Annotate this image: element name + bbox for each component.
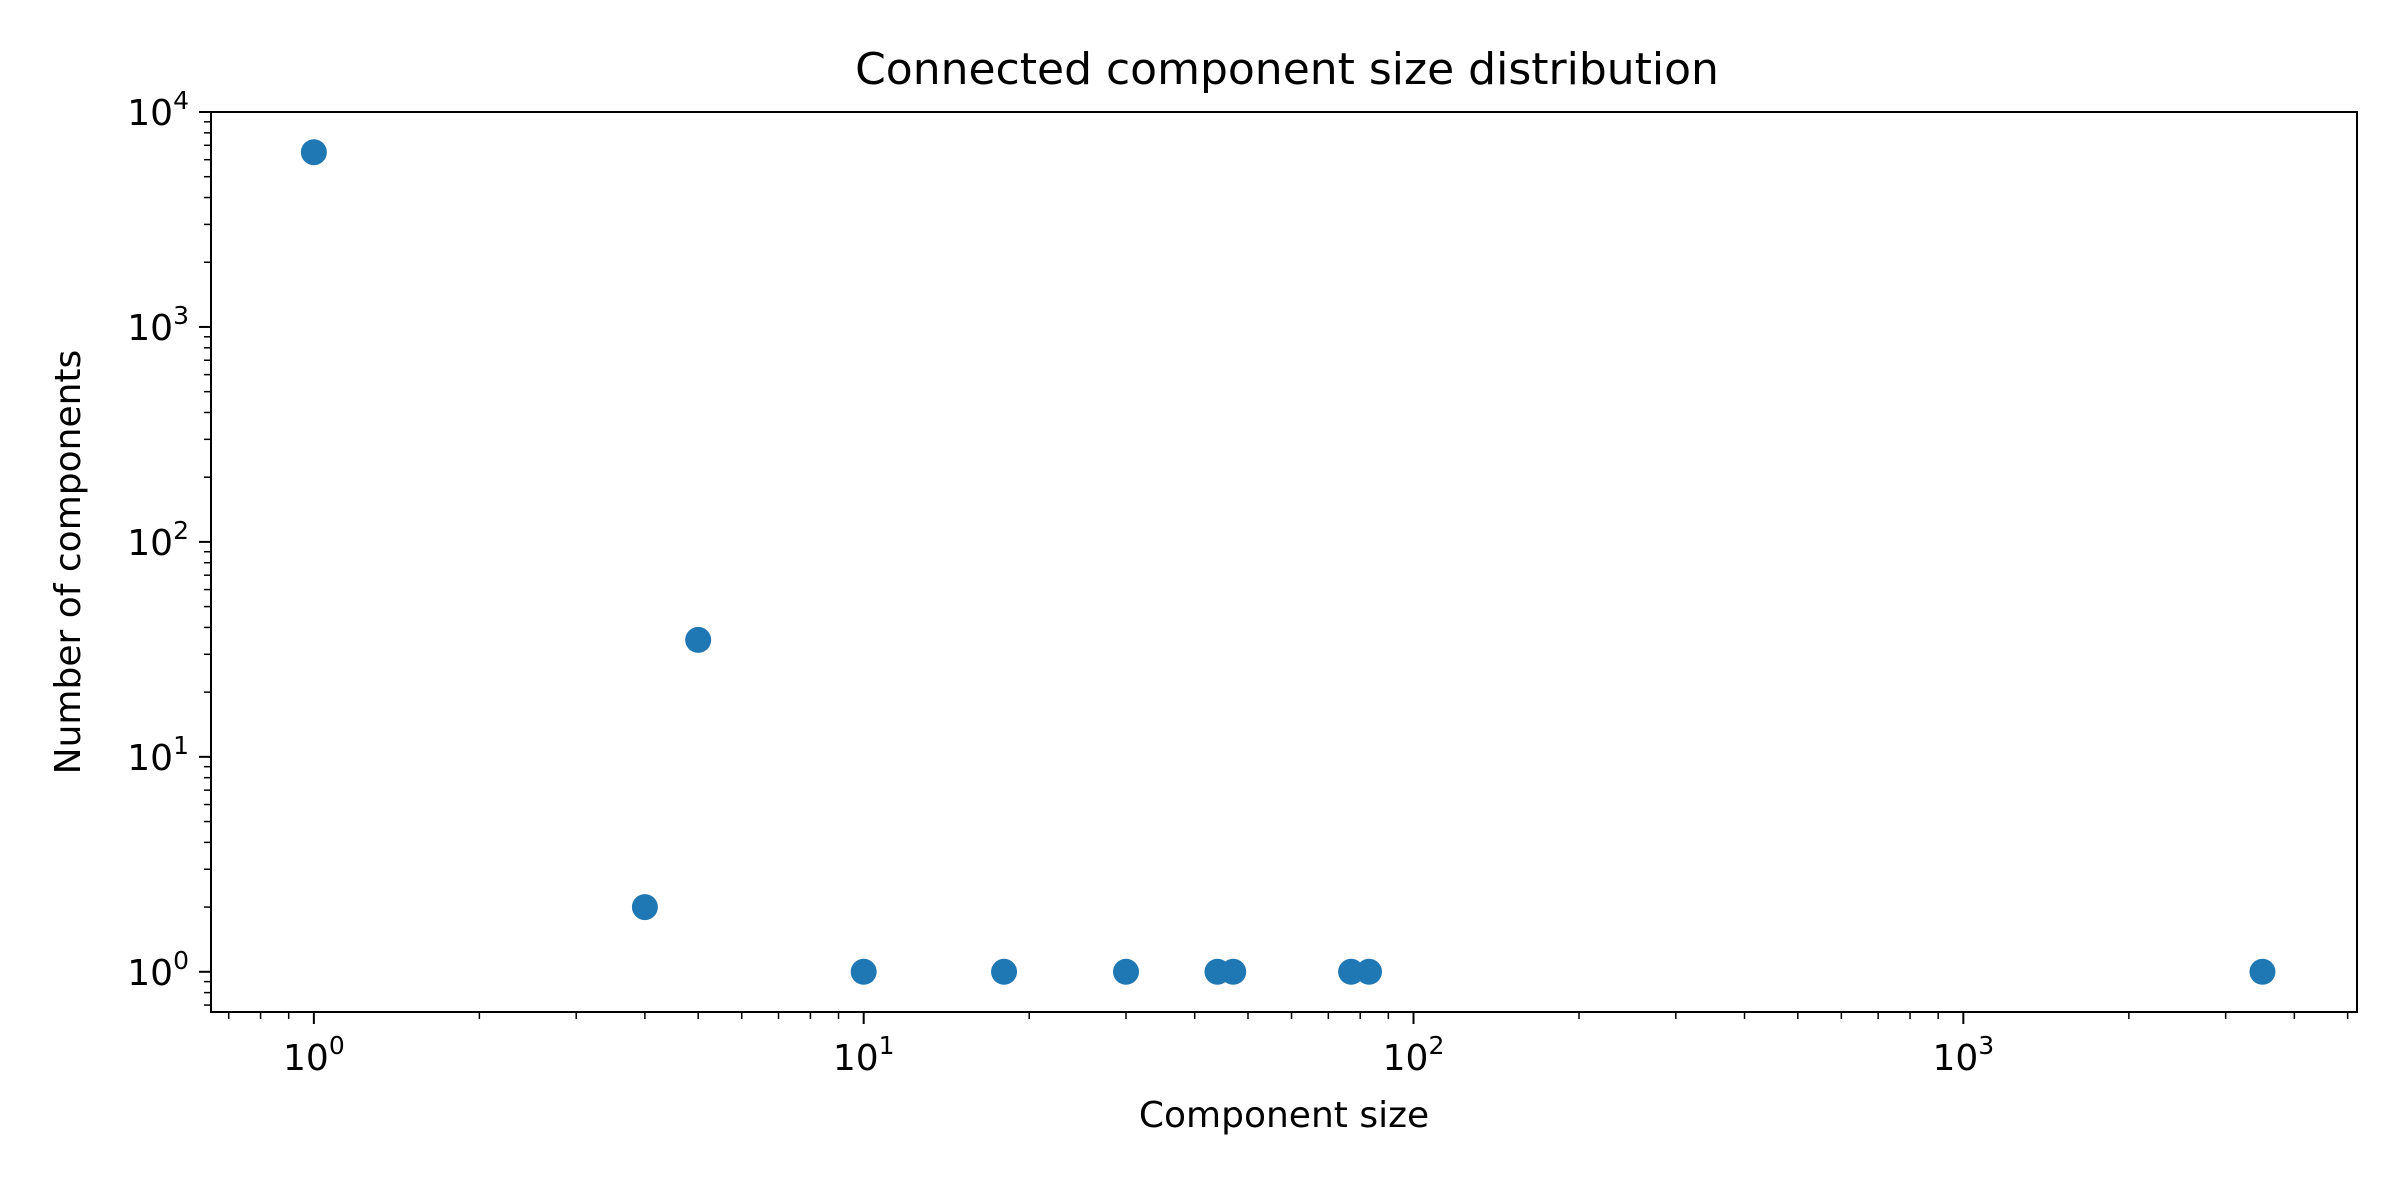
chart-title: Connected component size distribution [855, 44, 1719, 95]
data-point [2249, 958, 2276, 985]
data-point [991, 958, 1018, 985]
x-axis-label: Component size [1139, 1095, 1429, 1136]
data-point [631, 894, 658, 921]
y-tick-label: 100 [127, 946, 189, 994]
data-point [300, 139, 327, 166]
x-tick-label: 101 [833, 1031, 895, 1079]
plot-area-frame [210, 111, 2358, 1013]
y-major-ticks: 100 101 102 103 104 [127, 86, 211, 994]
data-point [1113, 958, 1140, 985]
x-tick-label: 103 [1932, 1031, 1994, 1079]
x-major-ticks: 100 101 102 103 [283, 1012, 1994, 1079]
data-point [1338, 958, 1365, 985]
y-tick-label: 104 [127, 86, 189, 134]
y-axis-label: Number of components [48, 350, 89, 775]
data-point [850, 958, 877, 985]
data-points [300, 139, 2276, 985]
data-point [1356, 958, 1383, 985]
y-tick-label: 102 [127, 516, 189, 564]
y-minor-ticks [204, 121, 211, 1006]
y-tick-label: 101 [127, 731, 189, 779]
x-minor-ticks [227, 1012, 2349, 1019]
data-point [1220, 958, 1247, 985]
data-point [685, 626, 712, 653]
x-tick-label: 102 [1383, 1031, 1445, 1079]
y-tick-label: 103 [127, 301, 189, 349]
x-tick-label: 100 [283, 1031, 345, 1079]
